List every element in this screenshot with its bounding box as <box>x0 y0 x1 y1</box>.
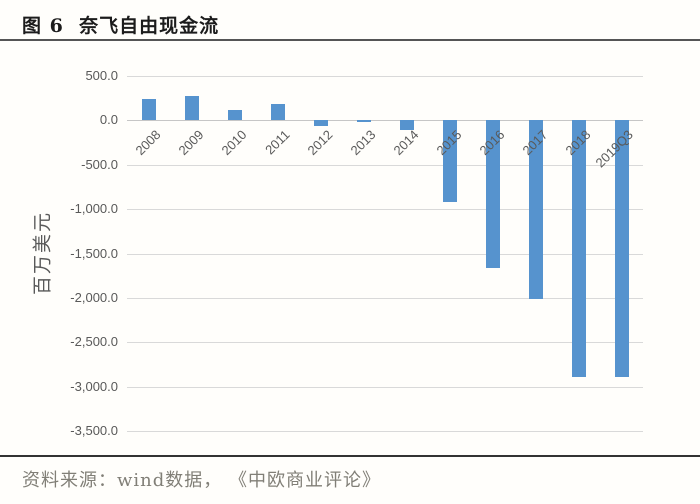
bar-2015 <box>442 120 457 203</box>
bar-2011 <box>270 104 285 121</box>
title-divider <box>0 39 700 41</box>
gridline--2500 <box>127 342 643 344</box>
gridline--2000 <box>127 298 643 299</box>
y-tick-label: -3,000.0 <box>70 378 118 394</box>
x-tick-label-2011: 2011 <box>261 127 293 158</box>
gridline--500 <box>127 164 643 166</box>
x-tick-label-2010: 2010 <box>218 127 250 159</box>
bar-2018 <box>571 120 586 377</box>
bar-2010 <box>227 109 242 121</box>
gridline--3500 <box>127 431 643 433</box>
source-note: 资料来源：wind数据， 《中欧商业评论》 <box>22 470 381 491</box>
y-tick-label: -1,000.0 <box>70 201 118 217</box>
bar-2013 <box>356 120 371 123</box>
x-tick-label-2012: 2012 <box>304 127 336 159</box>
y-tick-label: 0.0 <box>99 112 118 128</box>
gridline--1500 <box>127 253 643 255</box>
bar-2012 <box>313 120 328 126</box>
x-tick-label-2013: 2013 <box>347 127 379 159</box>
bar-2016 <box>485 120 500 268</box>
y-tick-label: -1,500.0 <box>70 245 118 261</box>
gridline-500 <box>127 76 643 77</box>
y-tick-label: -2,500.0 <box>70 334 118 350</box>
x-tick-label-2014: 2014 <box>390 127 422 159</box>
y-tick-label: 500.0 <box>85 68 118 83</box>
y-tick-label: -500.0 <box>81 156 118 172</box>
gridline-0 <box>127 120 643 122</box>
y-tick-label: -2,000.0 <box>70 290 118 305</box>
y-tick-label: -3,500.0 <box>70 423 118 439</box>
footer-divider <box>0 455 700 457</box>
bar-2008 <box>141 99 156 121</box>
x-tick-label-2008: 2008 <box>132 127 164 159</box>
bar-2009 <box>184 95 199 121</box>
gridline--1000 <box>127 209 643 211</box>
bar-2017 <box>528 120 543 299</box>
bar-2014 <box>399 120 414 131</box>
gridline--3000 <box>127 386 643 388</box>
bar-2019Q3 <box>614 120 629 377</box>
figure-title: 图 6 奈飞自由现金流 <box>22 15 220 37</box>
x-tick-label-2009: 2009 <box>175 127 207 159</box>
